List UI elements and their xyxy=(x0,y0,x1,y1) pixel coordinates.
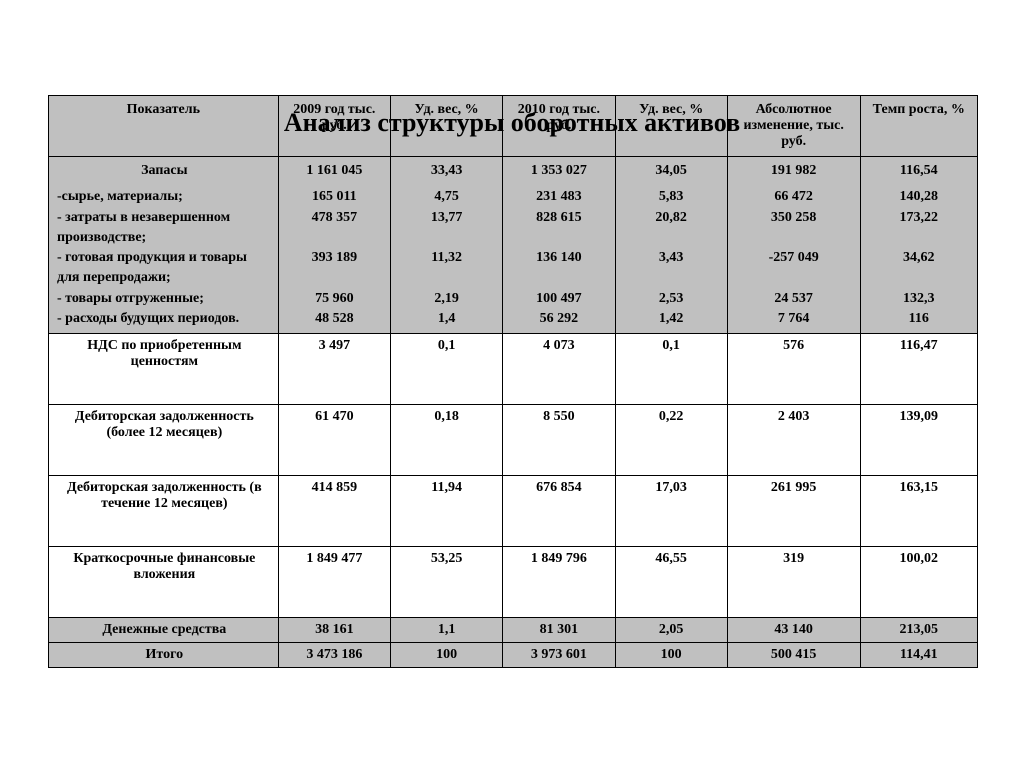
cell-w2009: 100 xyxy=(390,643,502,668)
row-label: Краткосрочные финансовые вложения xyxy=(49,547,279,618)
cell-growth: 163,15 xyxy=(860,476,977,547)
table-row: Дебиторская задолженность (в течение 12 … xyxy=(49,476,978,547)
stocks-abs: 191 98266 472350 258 -257 049 24 5377 76… xyxy=(727,157,860,334)
cell-growth: 213,05 xyxy=(860,618,977,643)
assets-table-wrap: Показатель 2009 год тыс. руб. Уд. вес, %… xyxy=(48,95,978,668)
cell-y2010: 3 973 601 xyxy=(503,643,615,668)
row-label: Итого xyxy=(49,643,279,668)
cell-y2009: 3 473 186 xyxy=(278,643,390,668)
cell-y2009: 414 859 xyxy=(278,476,390,547)
stocks-w2010: 34,055,8320,82 3,43 2,531,42 xyxy=(615,157,727,334)
cell-y2010: 4 073 xyxy=(503,334,615,405)
cell-y2009: 61 470 xyxy=(278,405,390,476)
cell-abs: 2 403 xyxy=(727,405,860,476)
cell-y2009: 38 161 xyxy=(278,618,390,643)
cell-y2010: 8 550 xyxy=(503,405,615,476)
cell-y2009: 3 497 xyxy=(278,334,390,405)
cell-w2009: 0,1 xyxy=(390,334,502,405)
cell-w2009: 0,18 xyxy=(390,405,502,476)
cell-w2009: 11,94 xyxy=(390,476,502,547)
stocks-indicator: Запасы-сырье, материалы;- затраты в неза… xyxy=(49,157,279,334)
cell-abs: 500 415 xyxy=(727,643,860,668)
table-row: Краткосрочные финансовые вложения1 849 4… xyxy=(49,547,978,618)
stocks-w2009: 33,434,7513,77 11,32 2,191,4 xyxy=(390,157,502,334)
cell-y2009: 1 849 477 xyxy=(278,547,390,618)
cell-w2010: 46,55 xyxy=(615,547,727,618)
cell-y2010: 1 849 796 xyxy=(503,547,615,618)
cell-w2010: 2,05 xyxy=(615,618,727,643)
cell-growth: 116,47 xyxy=(860,334,977,405)
cell-growth: 100,02 xyxy=(860,547,977,618)
cell-abs: 576 xyxy=(727,334,860,405)
table-row: Итого3 473 1861003 973 601100500 415114,… xyxy=(49,643,978,668)
cell-w2010: 0,1 xyxy=(615,334,727,405)
cell-w2009: 53,25 xyxy=(390,547,502,618)
table-body: Запасы-сырье, материалы;- затраты в неза… xyxy=(49,157,978,668)
row-label: НДС по приобретенным ценностям xyxy=(49,334,279,405)
cell-w2010: 17,03 xyxy=(615,476,727,547)
page-title: Анализ структуры оборотных активов xyxy=(0,108,1024,138)
stocks-y2010: 1 353 027231 483828 615 136 140 100 4975… xyxy=(503,157,615,334)
stocks-y2009: 1 161 045165 011478 357 393 189 75 96048… xyxy=(278,157,390,334)
table-row: Дебиторская задолженность (более 12 меся… xyxy=(49,405,978,476)
cell-abs: 43 140 xyxy=(727,618,860,643)
cell-growth: 114,41 xyxy=(860,643,977,668)
cell-y2010: 676 854 xyxy=(503,476,615,547)
table-row: Денежные средства38 1611,181 3012,0543 1… xyxy=(49,618,978,643)
cell-w2010: 100 xyxy=(615,643,727,668)
cell-growth: 139,09 xyxy=(860,405,977,476)
row-label: Дебиторская задолженность (в течение 12 … xyxy=(49,476,279,547)
row-label: Денежные средства xyxy=(49,618,279,643)
cell-w2010: 0,22 xyxy=(615,405,727,476)
assets-table: Показатель 2009 год тыс. руб. Уд. вес, %… xyxy=(48,95,978,668)
table-row: НДС по приобретенным ценностям3 4970,14 … xyxy=(49,334,978,405)
cell-w2009: 1,1 xyxy=(390,618,502,643)
row-label: Дебиторская задолженность (более 12 меся… xyxy=(49,405,279,476)
cell-abs: 261 995 xyxy=(727,476,860,547)
cell-y2010: 81 301 xyxy=(503,618,615,643)
stocks-row: Запасы-сырье, материалы;- затраты в неза… xyxy=(49,157,978,334)
cell-abs: 319 xyxy=(727,547,860,618)
stocks-growth: 116,54140,28173,22 34,62 132,3116 xyxy=(860,157,977,334)
